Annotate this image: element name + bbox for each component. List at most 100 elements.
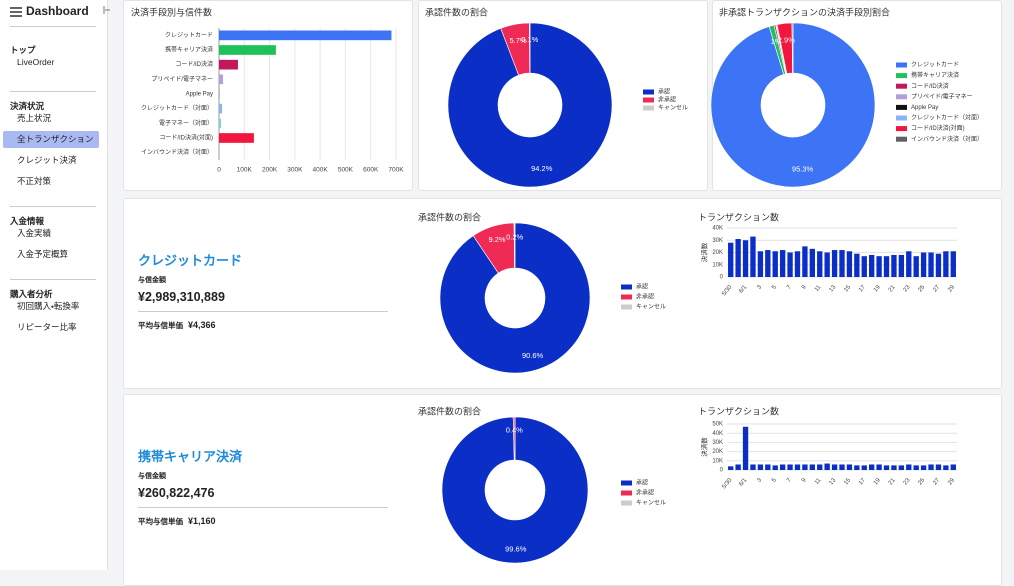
y-tick-label: 0: [720, 468, 724, 474]
bar: [839, 250, 844, 277]
bar: [219, 60, 238, 70]
bar: [869, 255, 874, 277]
x-tick-label: 700K: [388, 167, 404, 174]
chart-title: トランザクション数: [698, 405, 779, 416]
bar: [906, 464, 911, 470]
y-tick-label: 40K: [712, 431, 723, 437]
y-tick-label: 30K: [712, 440, 723, 446]
bar: [921, 253, 926, 278]
legend-label: 承認: [636, 479, 648, 487]
bar: [728, 243, 733, 277]
bar: [765, 250, 770, 277]
legend-swatch: [643, 90, 654, 95]
x-tick-label: 21: [888, 284, 897, 293]
legend-label: プリペイド/電子マネー: [911, 93, 973, 100]
legend-swatch: [621, 305, 632, 310]
data-label: 94.2%: [531, 164, 553, 173]
bar: [780, 464, 785, 470]
bar: [787, 464, 792, 470]
x-tick-label: 23: [903, 477, 912, 486]
bar: [824, 464, 829, 470]
legend-swatch: [621, 501, 632, 506]
x-tick-label: 21: [888, 477, 897, 486]
y-tick-label: 20K: [712, 449, 723, 455]
legend-label: コード/ID決済(対面): [911, 124, 965, 132]
bar: [943, 251, 948, 277]
x-tick-label: 200K: [262, 167, 278, 174]
bar: [914, 256, 919, 277]
legend-swatch: [896, 116, 907, 121]
bar: [824, 253, 829, 278]
legend-label: クレジットカード（対面）: [911, 114, 983, 122]
legend-swatch: [621, 491, 632, 496]
x-tick-label: 6/1: [738, 477, 748, 488]
y-tick-label: 電子マネー（対面）: [159, 119, 213, 127]
bar: [936, 464, 941, 470]
x-tick-label: 17: [858, 284, 867, 293]
bar: [847, 251, 852, 277]
y-tick-label: 40K: [712, 226, 723, 232]
bar: [832, 464, 837, 470]
legend-label: キャンセル: [636, 500, 666, 507]
chart-title: 決済手段別与信件数: [131, 6, 212, 17]
data-label: 95.3%: [792, 164, 814, 173]
legend-label: キャンセル: [636, 304, 666, 311]
bar: [219, 74, 223, 84]
x-tick-label: 3: [756, 284, 763, 291]
bar: [936, 254, 941, 277]
bar: [832, 250, 837, 277]
x-tick-label: 7: [786, 284, 793, 291]
bar: [795, 251, 800, 277]
chart-title: 承認件数の割合: [418, 211, 481, 222]
bar: [899, 465, 904, 470]
x-tick-label: 25: [917, 477, 926, 486]
x-tick-label: 27: [932, 284, 941, 293]
y-tick-label: 0: [720, 275, 724, 281]
bar: [862, 465, 867, 470]
bar: [219, 45, 276, 55]
x-tick-label: 600K: [363, 167, 379, 174]
x-tick-label: 9: [801, 284, 808, 291]
x-tick-label: 11: [814, 477, 823, 486]
bar: [743, 240, 748, 277]
legend-swatch: [896, 105, 907, 110]
bar: [854, 254, 859, 277]
x-tick-label: 27: [932, 477, 941, 486]
legend-swatch: [896, 137, 907, 142]
bar: [869, 464, 874, 470]
y-tick-label: Apple Pay: [186, 92, 213, 98]
bar: [773, 251, 778, 277]
data-label: 0.4%: [506, 425, 523, 434]
bar: [219, 118, 221, 128]
bar: [219, 133, 254, 143]
x-tick-label: 0: [217, 167, 221, 174]
y-tick-label: 20K: [712, 250, 723, 256]
y-tick-label: コード/ID決済(対面): [159, 134, 213, 142]
x-tick-label: 25: [917, 284, 926, 293]
pie-slice: [529, 23, 530, 73]
y-tick-label: クレジットカード（対面）: [141, 104, 213, 112]
bar: [795, 464, 800, 470]
chart-title: 承認件数の割合: [418, 405, 481, 416]
legend-swatch: [896, 63, 907, 68]
bar: [943, 465, 948, 470]
bar: [891, 465, 896, 470]
x-tick-label: 5: [771, 477, 778, 484]
bar: [750, 464, 755, 470]
bar: [735, 239, 740, 277]
bar: [876, 256, 881, 277]
legend-label: 非承認: [636, 293, 654, 301]
bar: [802, 464, 807, 470]
legend-label: キャンセル: [658, 105, 688, 112]
bar: [219, 104, 222, 114]
legend-swatch: [896, 73, 907, 78]
legend-label: Apple Pay: [911, 105, 938, 111]
legend-swatch: [643, 98, 654, 103]
x-tick-label: 17: [858, 477, 867, 486]
y-tick-label: クレジットカード: [165, 32, 213, 39]
legend-label: コード/ID決済: [911, 82, 949, 90]
bar: [787, 253, 792, 278]
x-tick-label: 300K: [287, 167, 303, 174]
y-tick-label: プリペイド/電子マネー: [151, 76, 213, 83]
y-axis-label: 決済数: [700, 437, 709, 457]
